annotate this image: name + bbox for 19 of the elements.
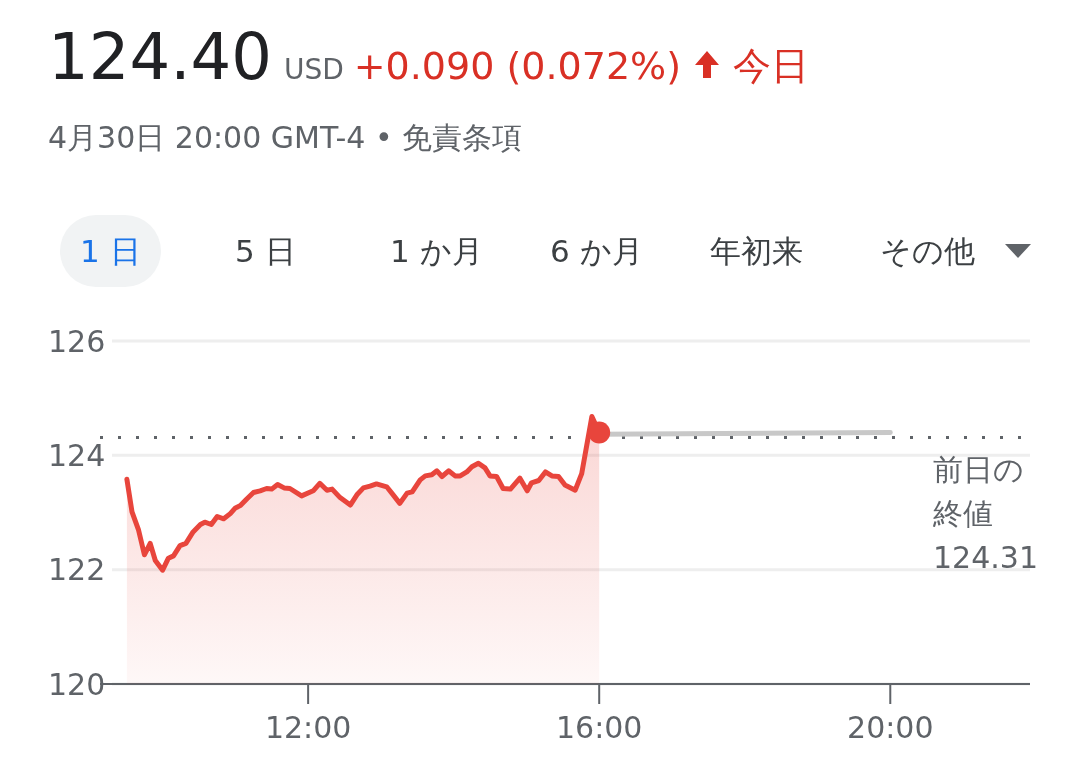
text: 1 日	[60, 215, 161, 287]
text: 年初来	[709, 232, 804, 271]
y-tick-label: 126	[48, 323, 106, 359]
chart-subtitle: 4月30日 20:00 GMT-4 • 免責条項	[48, 119, 523, 157]
y-tick-label: 120	[48, 666, 106, 702]
x-tick-label: 20:00	[847, 709, 934, 745]
text: 6 か月	[549, 232, 644, 271]
text: +0.090 (0.072%)	[353, 44, 682, 88]
text: 5 日	[234, 232, 297, 271]
text: 今日	[733, 43, 810, 90]
text: 1 か月	[389, 232, 484, 271]
x-tick-label: 16:00	[555, 709, 643, 745]
chart-title: 124.40	[48, 20, 272, 94]
y-tick-label: 124	[48, 437, 106, 473]
text: その他	[879, 232, 976, 271]
text: USD	[283, 53, 344, 86]
x-tick-label: 12:00	[264, 709, 352, 745]
ref-line-label: 前日の終値 124.31	[933, 450, 1038, 577]
y-tick-label: 122	[48, 552, 106, 588]
